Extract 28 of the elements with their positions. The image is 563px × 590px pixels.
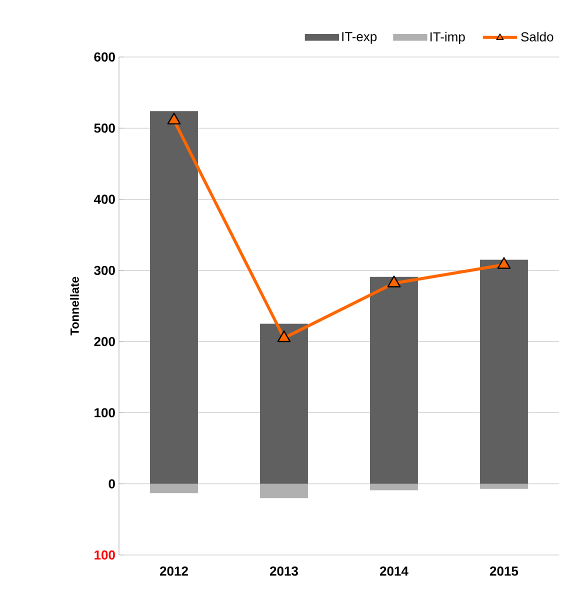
x-tick-label: 2012 bbox=[160, 566, 188, 576]
y-tick-label: 300 bbox=[94, 266, 115, 276]
bar bbox=[260, 324, 308, 484]
y-tick-label: 0 bbox=[108, 479, 115, 488]
y-tick-label: 100 bbox=[94, 550, 115, 560]
point bbox=[277, 330, 291, 342]
legend-label: IT-exp bbox=[342, 32, 377, 44]
point bbox=[387, 276, 401, 288]
legend-label: IT-imp bbox=[430, 32, 465, 44]
point bbox=[167, 112, 181, 124]
bar bbox=[480, 484, 528, 489]
x-tick-label: 2013 bbox=[270, 566, 298, 576]
legend-label: Saldo bbox=[521, 32, 554, 42]
y-tick-label: 600 bbox=[94, 52, 115, 62]
bar bbox=[480, 260, 528, 484]
y-axis-title: Tonnellate bbox=[70, 276, 79, 336]
point bbox=[497, 257, 511, 269]
y-tick-label: 500 bbox=[94, 124, 115, 133]
bar bbox=[370, 276, 418, 484]
bar bbox=[150, 484, 198, 494]
bar bbox=[370, 484, 418, 490]
bar bbox=[150, 111, 198, 484]
x-tick-label: 2015 bbox=[490, 566, 518, 576]
x-tick-label: 2014 bbox=[380, 566, 408, 576]
y-tick-label: 400 bbox=[94, 194, 115, 204]
y-tick-label: 200 bbox=[94, 336, 115, 346]
y-tick-label: 100 bbox=[94, 408, 115, 418]
bar bbox=[260, 484, 308, 498]
